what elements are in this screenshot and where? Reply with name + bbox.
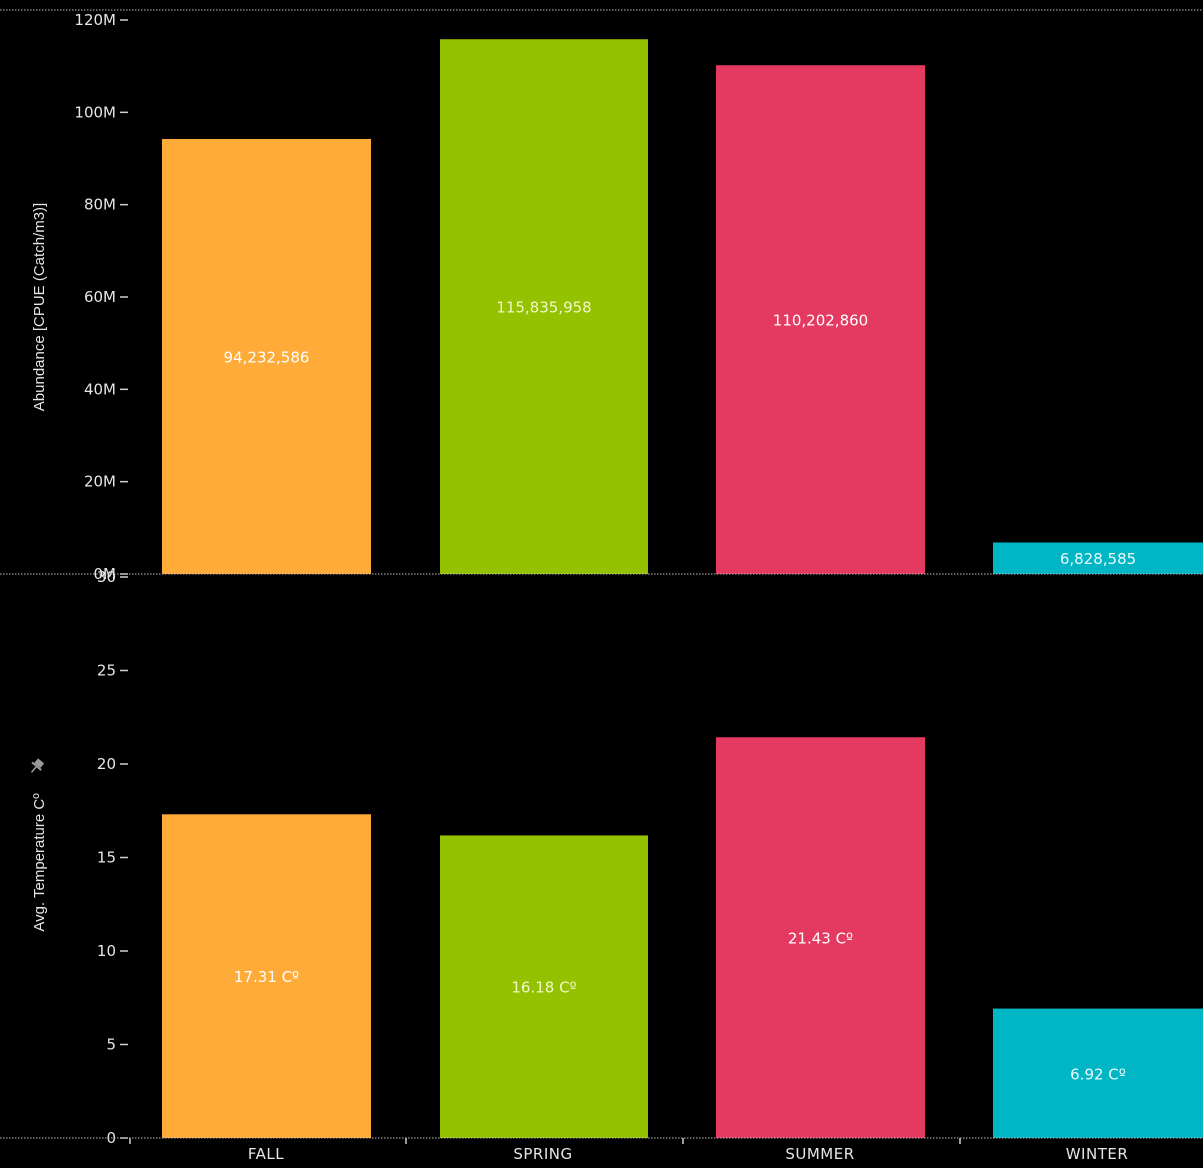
bar-spring[interactable] xyxy=(440,39,648,574)
pin-icon-base xyxy=(31,761,42,771)
bar-summer[interactable] xyxy=(716,65,925,574)
abundance-panel: 0M 20M 40M 60M 80M 100M 120M 94,232,586 115,835,… xyxy=(0,11,1203,583)
y-axis-title-abundance: Abundance [CPUE (Catch/m3)] xyxy=(31,203,48,411)
pin-icon[interactable] xyxy=(27,757,46,776)
x-category-label-fall: FALL xyxy=(248,1145,284,1163)
bar-fall[interactable] xyxy=(162,138,371,574)
y-tick-label: 20M xyxy=(84,473,116,491)
bar-winter[interactable] xyxy=(993,542,1203,574)
pin-icon-head xyxy=(34,758,44,768)
y-tick-label: 20 xyxy=(97,755,116,773)
bar-winter[interactable] xyxy=(993,1008,1203,1138)
y-tick-label: 10 xyxy=(97,942,116,960)
y-tick-label: 25 xyxy=(97,662,116,680)
x-category-label-summer: SUMMER xyxy=(785,1145,854,1163)
y-tick-label: 5 xyxy=(106,1036,116,1054)
y-tick-label: 100M xyxy=(74,103,116,121)
data-label-spring: 16.18 Cº xyxy=(511,979,576,997)
data-label-summer: 110,202,860 xyxy=(773,312,868,330)
data-label-winter: 6.92 Cº xyxy=(1070,1065,1126,1083)
y-tick-label: 0M xyxy=(94,565,117,583)
bar-summer[interactable] xyxy=(716,737,925,1138)
bar-fall[interactable] xyxy=(162,814,371,1138)
data-label-summer: 21.43 Cº xyxy=(788,930,853,948)
bar-spring[interactable] xyxy=(440,835,648,1138)
x-category-label-winter: WINTER xyxy=(1066,1145,1129,1163)
y-tick-label: 15 xyxy=(97,849,116,867)
pin-icon-needle xyxy=(30,766,37,773)
y-tick-label: 80M xyxy=(84,196,116,214)
y-axis-title-temperature: Avg. Temperature Cº xyxy=(31,793,48,932)
y-tick-label: 60M xyxy=(84,288,116,306)
x-category-label-spring: SPRING xyxy=(513,1145,572,1163)
y-tick-label: 40M xyxy=(84,380,116,398)
data-label-fall: 17.31 Cº xyxy=(234,968,299,986)
y-tick-label: 120M xyxy=(74,11,116,29)
y-tick-label: 30 xyxy=(97,568,116,586)
data-label-winter: 6,828,585 xyxy=(1060,550,1136,568)
data-label-fall: 94,232,586 xyxy=(224,348,310,366)
data-label-spring: 115,835,958 xyxy=(496,299,591,317)
